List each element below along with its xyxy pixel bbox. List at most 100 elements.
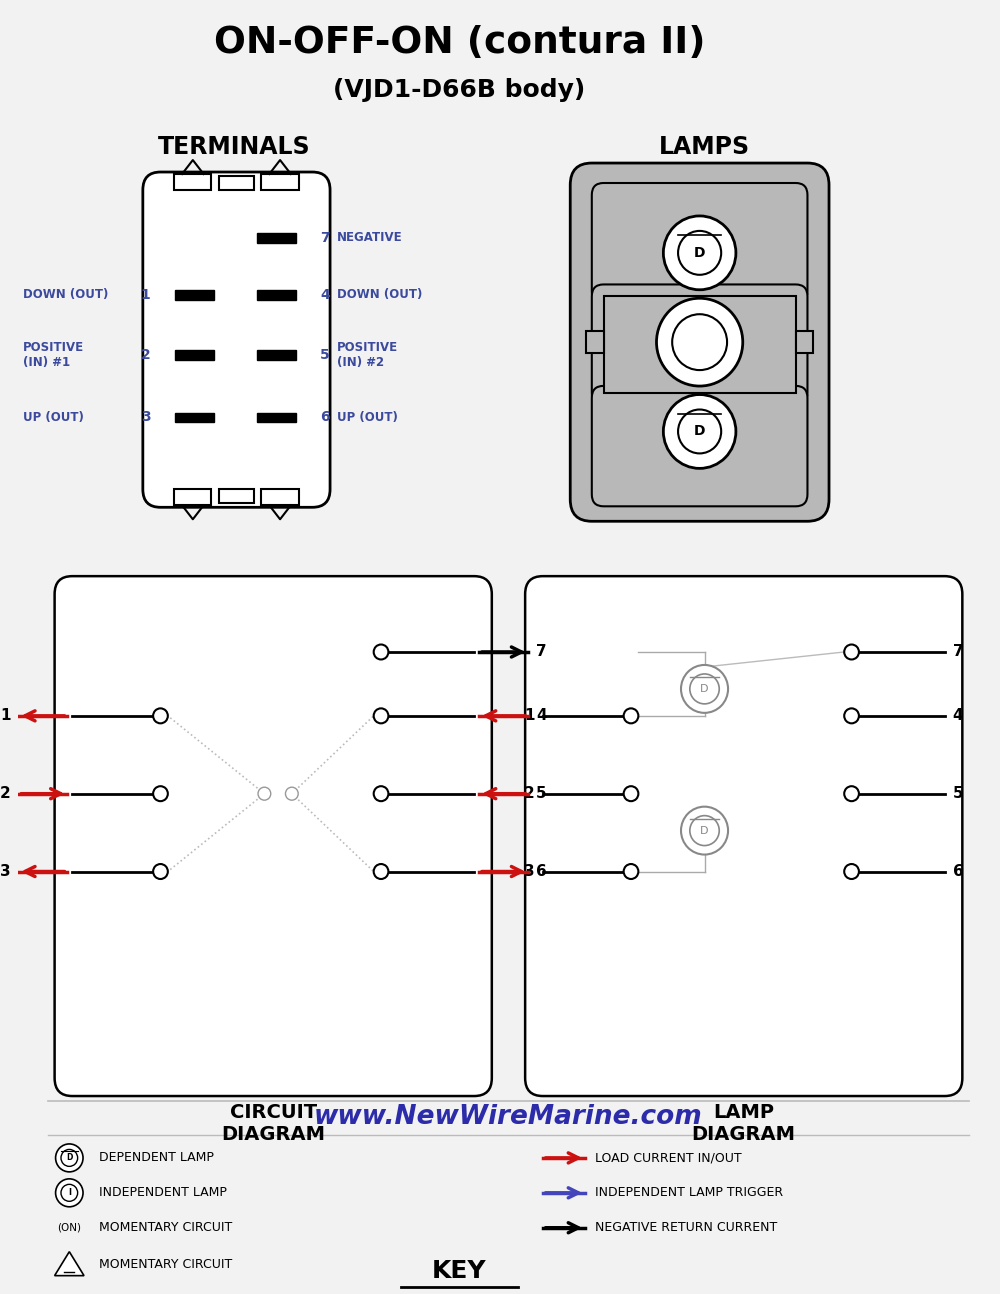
Bar xyxy=(261,489,299,505)
Circle shape xyxy=(690,674,719,704)
Text: 3: 3 xyxy=(0,864,10,879)
Text: 5: 5 xyxy=(953,787,963,801)
Bar xyxy=(175,349,214,360)
Circle shape xyxy=(663,395,736,468)
Text: 3: 3 xyxy=(524,864,535,879)
Circle shape xyxy=(374,708,388,723)
Text: 4: 4 xyxy=(953,708,963,723)
Bar xyxy=(257,349,296,360)
Circle shape xyxy=(258,787,271,800)
Circle shape xyxy=(844,787,859,801)
Circle shape xyxy=(374,787,388,801)
Circle shape xyxy=(690,815,719,845)
Circle shape xyxy=(844,708,859,723)
Text: 4: 4 xyxy=(320,287,330,302)
Text: DOWN (OUT): DOWN (OUT) xyxy=(23,289,109,302)
Bar xyxy=(219,489,254,503)
Bar xyxy=(175,413,214,422)
Circle shape xyxy=(678,409,721,453)
Text: 4: 4 xyxy=(536,708,547,723)
FancyBboxPatch shape xyxy=(592,285,807,405)
Text: ON-OFF-ON (contura II): ON-OFF-ON (contura II) xyxy=(214,26,705,61)
Bar xyxy=(174,489,211,505)
Text: D: D xyxy=(700,826,709,836)
Text: CIRCUIT
DIAGRAM: CIRCUIT DIAGRAM xyxy=(221,1102,325,1144)
Circle shape xyxy=(678,230,721,274)
Text: INDEPENDENT LAMP TRIGGER: INDEPENDENT LAMP TRIGGER xyxy=(595,1187,783,1200)
Circle shape xyxy=(844,864,859,879)
Text: 1: 1 xyxy=(141,287,151,302)
Text: DOWN (OUT): DOWN (OUT) xyxy=(337,289,422,302)
Text: 2: 2 xyxy=(524,787,535,801)
Circle shape xyxy=(672,314,727,370)
Circle shape xyxy=(56,1144,83,1172)
Text: INDEPENDENT LAMP: INDEPENDENT LAMP xyxy=(99,1187,227,1200)
Text: 2: 2 xyxy=(141,348,151,361)
FancyBboxPatch shape xyxy=(525,576,962,1096)
Circle shape xyxy=(61,1149,78,1166)
Text: (VJD1-D66B body): (VJD1-D66B body) xyxy=(333,78,586,102)
Text: D: D xyxy=(700,685,709,694)
Bar xyxy=(257,233,296,243)
Circle shape xyxy=(153,787,168,801)
Text: DEPENDENT LAMP: DEPENDENT LAMP xyxy=(99,1152,214,1165)
Circle shape xyxy=(844,644,859,660)
Bar xyxy=(261,173,299,190)
Circle shape xyxy=(656,298,743,386)
Circle shape xyxy=(663,216,736,290)
Text: 7: 7 xyxy=(536,644,547,660)
Text: 2: 2 xyxy=(0,787,10,801)
Bar xyxy=(604,296,796,393)
Text: D: D xyxy=(694,246,705,260)
Circle shape xyxy=(374,644,388,660)
FancyBboxPatch shape xyxy=(592,386,807,506)
Text: LOAD CURRENT IN/OUT: LOAD CURRENT IN/OUT xyxy=(595,1152,741,1165)
Text: NEGATIVE: NEGATIVE xyxy=(337,232,403,245)
Circle shape xyxy=(61,1184,78,1201)
Circle shape xyxy=(56,1179,83,1207)
Bar xyxy=(174,173,211,190)
Bar xyxy=(219,176,254,190)
Circle shape xyxy=(374,864,388,879)
Text: LAMPS: LAMPS xyxy=(659,135,750,159)
Circle shape xyxy=(624,787,638,801)
FancyBboxPatch shape xyxy=(570,163,829,521)
Text: I: I xyxy=(68,1188,71,1197)
Text: POSITIVE
(IN) #2: POSITIVE (IN) #2 xyxy=(337,340,398,369)
Text: www.NewWireMarine.com: www.NewWireMarine.com xyxy=(314,1104,703,1130)
Text: TERMINALS: TERMINALS xyxy=(158,135,310,159)
Text: 6: 6 xyxy=(536,864,547,879)
Text: 1: 1 xyxy=(524,708,535,723)
Text: 1: 1 xyxy=(0,708,10,723)
Bar xyxy=(257,290,296,300)
Bar xyxy=(175,290,214,300)
Circle shape xyxy=(153,864,168,879)
Text: UP (OUT): UP (OUT) xyxy=(337,411,398,424)
Text: 7: 7 xyxy=(320,230,330,245)
Circle shape xyxy=(681,665,728,713)
FancyBboxPatch shape xyxy=(143,172,330,507)
Circle shape xyxy=(285,787,298,800)
FancyBboxPatch shape xyxy=(592,182,807,303)
Text: UP (OUT): UP (OUT) xyxy=(23,411,84,424)
Circle shape xyxy=(681,806,728,854)
Text: 7: 7 xyxy=(953,644,963,660)
Circle shape xyxy=(153,708,168,723)
Text: 5: 5 xyxy=(320,348,330,361)
Text: 6: 6 xyxy=(953,864,963,879)
Circle shape xyxy=(624,864,638,879)
Text: (ON): (ON) xyxy=(57,1223,81,1233)
Text: D: D xyxy=(66,1153,73,1162)
Text: NEGATIVE RETURN CURRENT: NEGATIVE RETURN CURRENT xyxy=(595,1222,777,1234)
FancyBboxPatch shape xyxy=(55,576,492,1096)
Text: 3: 3 xyxy=(141,410,151,424)
Text: MOMENTARY CIRCUIT: MOMENTARY CIRCUIT xyxy=(99,1222,232,1234)
Text: 6: 6 xyxy=(320,410,330,424)
Bar xyxy=(586,331,604,353)
Bar xyxy=(796,331,813,353)
Bar xyxy=(257,413,296,422)
Text: POSITIVE
(IN) #1: POSITIVE (IN) #1 xyxy=(23,340,84,369)
Circle shape xyxy=(624,708,638,723)
Text: MOMENTARY CIRCUIT: MOMENTARY CIRCUIT xyxy=(99,1258,232,1271)
Text: D: D xyxy=(694,424,705,439)
